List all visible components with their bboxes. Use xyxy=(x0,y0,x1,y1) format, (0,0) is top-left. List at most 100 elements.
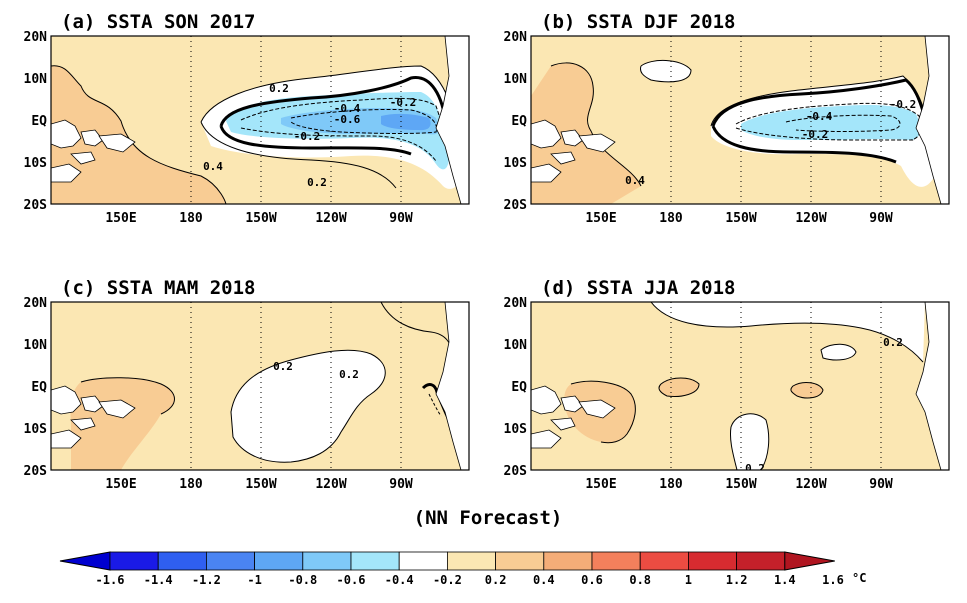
landmass-maritime-continent xyxy=(531,385,616,449)
landmass-maritime-continent xyxy=(531,119,616,183)
panel-b-lat-axis: 20N 10N EQ 10S 20S xyxy=(504,30,528,213)
colorbar-tick-label: -0.6 xyxy=(337,573,366,587)
colorbar-unit: °C xyxy=(852,571,866,585)
contour-plus-0.4 xyxy=(550,62,642,187)
panel-c-title: (c) SSTA MAM 2018 xyxy=(61,277,255,299)
contour-label: 0.4 xyxy=(203,160,223,173)
panel-a-lat-axis: 20N 10N EQ 10S 20S xyxy=(24,30,48,213)
colorbar-tick-label: -0.4 xyxy=(385,573,414,587)
colorbar-swatch xyxy=(398,551,448,571)
lon-tick: 150E xyxy=(105,477,136,492)
contour-minus-0.4 xyxy=(290,108,438,134)
colorbar-swatch xyxy=(495,551,545,571)
colorbar-swatch xyxy=(157,551,207,571)
colorbar-tick-label: 0.4 xyxy=(533,573,555,587)
contour-label: -0.4 xyxy=(806,110,833,123)
colorbar-swatch xyxy=(688,551,738,571)
lat-tick: EQ xyxy=(31,380,47,395)
colorbar-swatch xyxy=(591,551,641,571)
lon-tick: 90W xyxy=(389,211,413,226)
colorbar-tick-label: 1.2 xyxy=(726,573,748,587)
lon-tick: 180 xyxy=(179,211,203,226)
panel-a-title: (a) SSTA SON 2017 xyxy=(61,11,255,33)
lon-tick: 120W xyxy=(315,211,346,226)
landmass-americas xyxy=(915,302,949,470)
contour-minus-0.2-coast xyxy=(428,393,442,417)
colorbar-tick-label: 0.8 xyxy=(629,573,651,587)
lon-tick: 150W xyxy=(245,477,276,492)
central-warm-patch-2 xyxy=(790,382,823,398)
lon-tick: 150W xyxy=(725,211,756,226)
panel-b-title: (b) SSTA DJF 2018 xyxy=(541,11,735,33)
colorbar-low-arrow xyxy=(59,551,111,571)
western-warm-region xyxy=(531,62,641,204)
panel-c-mam-2018: (c) SSTA MAM 2018 0.2 xyxy=(24,277,470,492)
colorbar-swatch xyxy=(254,551,304,571)
colorbar-tick-label: 1 xyxy=(685,573,692,587)
colorbar-swatch xyxy=(205,551,255,571)
zero-contour-south xyxy=(219,125,412,156)
contour-label: -0.2 xyxy=(390,96,417,109)
lat-tick: EQ xyxy=(31,114,47,129)
contour-plus-0.4 xyxy=(80,377,175,415)
contour-plus-0.4 xyxy=(570,377,824,444)
panel-d-lat-axis: 20N 10N EQ 10S 20S xyxy=(504,296,528,479)
colorbar-swatch xyxy=(639,551,689,571)
lat-tick: 20S xyxy=(24,464,48,479)
cold-tongue-minus-0.6 xyxy=(381,113,431,131)
contour-plus-0.4 xyxy=(51,65,227,204)
southern-white-patch xyxy=(730,413,769,470)
panel-c-lon-axis: 150E 180 150W 120W 90W xyxy=(105,477,413,492)
lat-tick: 20N xyxy=(24,296,48,311)
colorbar: -1.6 -1.4 -1.2 -1 -0.8 -0.6 -0.4 -0.2 0.2 0.4 0.6 0… xyxy=(59,551,866,587)
central-white-patch-north xyxy=(821,344,856,360)
lon-tick: 180 xyxy=(659,211,683,226)
lat-tick: 20N xyxy=(504,30,528,45)
panel-c-frame xyxy=(50,301,470,471)
landmass-americas xyxy=(435,302,469,470)
lon-tick: 120W xyxy=(795,211,826,226)
contour-plus-0.2 xyxy=(650,302,924,470)
lat-tick: 20S xyxy=(504,464,528,479)
lon-tick: 150E xyxy=(585,211,616,226)
lat-tick: 20S xyxy=(504,198,528,213)
colorbar-swatch xyxy=(350,551,400,571)
lat-tick: 10N xyxy=(504,338,528,353)
panel-d-jja-2018: (d) SSTA JJA 2018 xyxy=(504,277,950,492)
colorbar-tick-label: 0.6 xyxy=(581,573,603,587)
lon-tick: 150W xyxy=(245,211,276,226)
panel-a-frame xyxy=(50,35,470,205)
central-white-region xyxy=(231,350,386,463)
panel-b-frame xyxy=(530,35,950,205)
contour-minus-0.4 xyxy=(785,114,901,132)
panel-d-frame xyxy=(530,301,950,471)
panel-a-son-2017: (a) SSTA SON 2017 xyxy=(24,11,470,226)
lat-tick: 20S xyxy=(24,198,48,213)
central-warm-patch-1 xyxy=(659,378,699,397)
panel-b-djf-2018: (b) SSTA DJF 2018 xyxy=(504,11,950,226)
contour-label: 0.2 xyxy=(339,368,359,381)
landmass-americas xyxy=(915,36,949,204)
colorbar-tick-label: 1.6 xyxy=(822,573,844,587)
lat-tick: 10S xyxy=(504,156,528,171)
lon-tick: 90W xyxy=(389,477,413,492)
lat-tick: 10S xyxy=(504,422,528,437)
contour-label: 0.4 xyxy=(625,174,645,187)
contour-label: 0.2 xyxy=(269,82,289,95)
northern-white-region xyxy=(651,302,925,362)
panel-a-lon-axis: 150E 180 150W 120W 90W xyxy=(105,211,413,226)
contour-plus-0.2 xyxy=(230,349,386,463)
lat-tick: 20N xyxy=(504,296,528,311)
lon-tick: 150E xyxy=(105,211,136,226)
colorbar-swatch xyxy=(109,551,159,571)
colorbar-swatch xyxy=(302,551,352,571)
lon-tick: 180 xyxy=(659,477,683,492)
lat-tick: 10N xyxy=(24,72,48,87)
colorbar-tick-label: -0.8 xyxy=(288,573,317,587)
lon-tick: 120W xyxy=(795,477,826,492)
colorbar-tick-label: 1.4 xyxy=(774,573,796,587)
colorbar-tick-label: -1.4 xyxy=(144,573,173,587)
panel-b-lon-axis: 150E 180 150W 120W 90W xyxy=(585,211,893,226)
lat-tick: 10N xyxy=(24,338,48,353)
